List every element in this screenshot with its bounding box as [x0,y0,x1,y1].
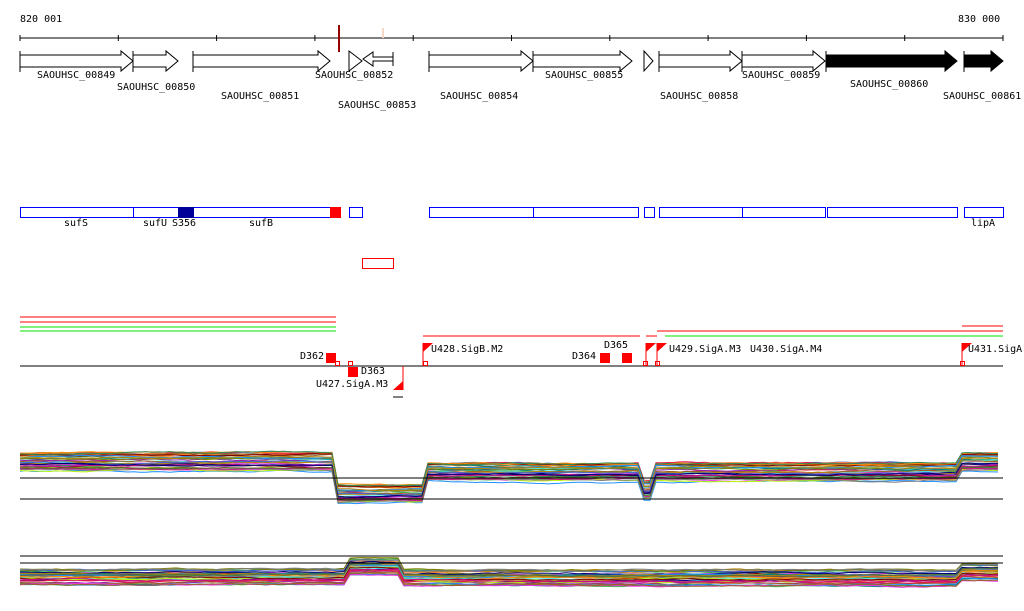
gene-arrow [19,49,134,73]
annotation-box [742,207,826,218]
regulatory-label[interactable]: D365 [604,340,629,351]
annotation-box [964,207,1004,218]
regulatory-label[interactable]: D364 [572,351,597,362]
expression-trace [19,559,998,572]
gene-arrow [741,49,826,73]
regulatory-label[interactable]: U429.SigA.M3 [669,344,742,355]
gene-arrow [532,49,633,73]
annotation-box [133,207,331,218]
gene-label[interactable]: SAOUHSC_00849 [37,70,116,81]
expression-trace [19,560,999,576]
promoter-flag-icon [393,381,403,390]
gene-arrow [362,51,394,67]
gene-arrow [825,49,958,73]
annotation-box [20,207,134,218]
promoter-flag-icon [962,343,972,352]
gene-label[interactable]: SAOUHSC_00861 [943,91,1022,102]
site-block [326,353,336,363]
expression-trace [19,462,999,499]
expression-trace [20,460,999,496]
gene-label[interactable]: SAOUHSC_00850 [117,82,196,93]
site-block [348,367,358,377]
promoter-flag-icon [657,343,667,352]
expression-trace [19,570,999,585]
gene-label[interactable]: SAOUHSC_00854 [440,91,519,102]
site-block [600,353,610,363]
expression-trace [19,455,999,492]
gene-label[interactable]: SAOUHSC_00859 [742,70,821,81]
annotation-box-highlight [330,207,341,218]
promoter-flag-icon [423,343,433,352]
regulatory-label[interactable]: U430.SigA.M4 [750,344,823,355]
annotation-box-highlight [178,207,194,218]
ruler-end-label: 830 000 [958,14,1001,25]
regulatory-label[interactable]: D363 [361,366,386,377]
expression-trace [19,568,999,583]
expression-trace [19,562,999,578]
regulatory-label[interactable]: U428.SigB.M2 [431,344,504,355]
gene-arrow [192,49,331,73]
gene-arrow [643,49,654,73]
regulatory-label[interactable]: U431.SigA [968,344,1023,355]
annotation-label: S356 [172,218,197,229]
gene-label[interactable]: SAOUHSC_00852 [315,70,394,81]
gene-label[interactable]: SAOUHSC_00855 [545,70,624,81]
annotation-box [827,207,958,218]
gene-label[interactable]: SAOUHSC_00851 [221,91,300,102]
gene-arrow [963,49,1004,73]
annotation-box [644,207,655,218]
regulatory-label[interactable]: U427.SigA.M3 [316,379,389,390]
expression-trace [19,452,999,489]
promoter-flag-icon [646,343,656,352]
site-anchor [423,361,428,366]
annotation-label: sufB [249,218,274,229]
annotation-box [533,207,639,218]
expression-trace [19,450,999,487]
gene-label[interactable]: SAOUHSC_00853 [338,100,417,111]
site-anchor [335,361,340,366]
expression-trace [19,566,999,581]
annotation-box [349,207,363,218]
annotation-label: sufS [64,218,89,229]
annotation-label: sufU [143,218,168,229]
expression-trace [19,456,998,492]
gene-arrow [658,49,743,73]
gene-arrow [348,49,363,73]
expression-trace [19,469,999,505]
gene-arrow [132,49,179,73]
site-anchor [348,361,353,366]
annotation-box [429,207,534,218]
annotation-box-outline [362,258,394,269]
gene-arrow [428,49,534,73]
gene-label[interactable]: SAOUHSC_00860 [850,79,929,90]
expression-trace [19,459,999,497]
ruler-start-label: 820 001 [20,14,63,25]
expression-trace [20,467,999,504]
annotation-label: lipA [971,218,996,229]
site-block [622,353,632,363]
regulatory-label[interactable]: D362 [300,351,325,362]
gene-label[interactable]: SAOUHSC_00858 [660,91,739,102]
annotation-box [659,207,743,218]
expression-trace [20,572,999,588]
